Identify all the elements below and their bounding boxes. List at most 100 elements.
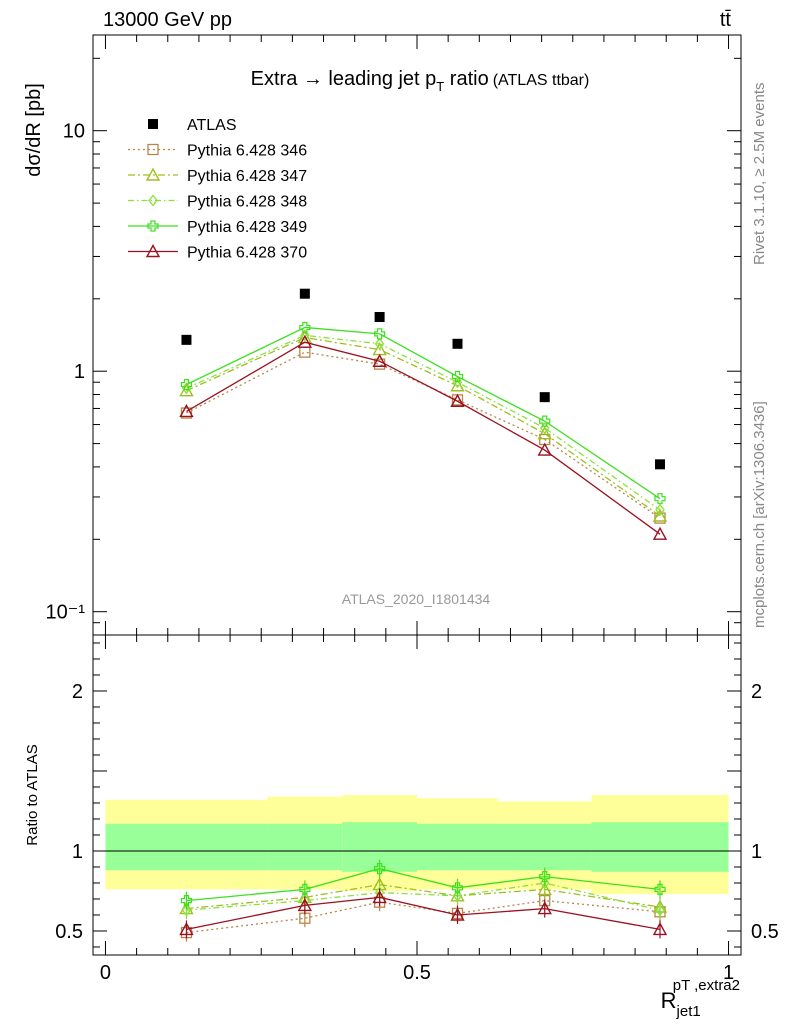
marker-triangle <box>450 393 465 407</box>
marker-diamond <box>655 503 665 516</box>
marker-triangle <box>297 897 313 912</box>
x-tick-label: 1 <box>723 962 734 984</box>
ratio-data-point <box>180 894 193 907</box>
ratio-series-3 <box>180 859 666 910</box>
ratio-stat-band-1 <box>267 823 343 871</box>
legend-label: Pythia 6.428 349 <box>187 219 307 236</box>
main-data-point <box>374 337 385 350</box>
main-data-point <box>655 503 665 516</box>
marker-diamond <box>452 889 463 902</box>
marker-cross <box>539 415 551 427</box>
marker-triangle <box>179 921 194 936</box>
x-tick-label: 0.5 <box>403 962 431 984</box>
ratio-y-tick-label-right: 0.5 <box>751 921 779 943</box>
ratio-series <box>179 859 668 942</box>
analysis-watermark: ATLAS_2020_I1801434 <box>342 591 491 607</box>
header-left-label: 13000 GeV pp <box>103 9 232 31</box>
marker-square <box>147 143 159 156</box>
legend-label: Pythia 6.428 346 <box>187 143 307 160</box>
marker-cross <box>451 370 464 383</box>
marker-triangle <box>372 353 387 367</box>
ratio-y-tick-label-right: 1 <box>751 841 762 863</box>
ratio-data-point <box>539 876 550 890</box>
ratio-y-tick-label-left: 2 <box>72 681 83 703</box>
ratio-data-point <box>179 921 194 936</box>
main-data-point <box>537 426 552 440</box>
ratio-data-point <box>450 907 465 921</box>
marker-triangle <box>652 508 668 522</box>
main-data-point <box>299 321 311 334</box>
legend-entry-1: Pythia 6.428 346 <box>128 143 307 160</box>
ratio-stat-band-0 <box>105 823 268 871</box>
main-y-tick-label: 10 <box>63 121 85 143</box>
marker-diamond <box>148 194 158 207</box>
ratio-data-point <box>181 904 192 917</box>
legend-label: ATLAS <box>187 117 237 134</box>
main-data-point <box>537 442 552 456</box>
marker-square <box>181 334 192 345</box>
main-data-point <box>452 376 463 389</box>
ratio-series-line <box>186 867 661 902</box>
marker-cross <box>374 862 386 875</box>
main-data-point <box>539 392 550 403</box>
marker-cross <box>180 378 193 391</box>
marker-triangle <box>652 526 668 540</box>
main-data-point <box>539 422 550 435</box>
main-data-point <box>652 526 668 540</box>
legend: ATLAS Pythia 6.428 346 Pythia 6.428 347 Pyt… <box>128 117 307 262</box>
main-series-line <box>186 341 661 535</box>
ratio-data-point <box>452 889 463 902</box>
main-series-line <box>186 326 661 500</box>
x-axis-label: Rjet1pT ,extra2 <box>661 977 740 1020</box>
legend-label: Pythia 6.428 370 <box>187 245 307 262</box>
marker-triangle <box>179 404 194 418</box>
legend-entry-3: Pythia 6.428 348 <box>128 194 307 211</box>
marker-diamond <box>539 422 550 435</box>
marker-triangle <box>652 921 668 936</box>
main-series-4 <box>180 321 666 505</box>
marker-triangle <box>372 889 387 904</box>
marker-triangle <box>537 426 552 440</box>
main-data-point <box>372 353 387 367</box>
marker-square <box>180 407 193 419</box>
ratio-series-4 <box>179 888 668 939</box>
marker-diamond <box>300 329 310 342</box>
marker-triangle <box>450 378 465 392</box>
main-series <box>179 288 668 540</box>
ratio-data-point <box>539 870 551 883</box>
marker-cross <box>180 894 193 907</box>
marker-square <box>539 392 550 403</box>
ratio-y-tick-label-left: 1 <box>72 841 83 863</box>
main-data-point <box>374 328 386 340</box>
legend-marker <box>148 194 158 207</box>
ratio-stat-band-4 <box>498 823 592 871</box>
main-data-point <box>652 508 668 522</box>
marker-diamond <box>655 904 665 917</box>
main-series-line <box>186 351 661 519</box>
ratio-data-point <box>374 862 386 875</box>
main-data-point <box>297 334 313 348</box>
main-data-point <box>450 393 465 407</box>
ratio-data-point <box>297 897 313 912</box>
marker-square <box>655 459 665 470</box>
main-data-point <box>180 378 193 391</box>
marker-diamond <box>181 904 192 917</box>
main-y-axis-label: dσ/dR [pb] <box>23 83 45 177</box>
marker-square <box>148 119 158 129</box>
main-data-point <box>179 404 194 418</box>
main-series-5 <box>179 334 668 540</box>
plot-title: Extra → leading jet pT ratio (ATLAS ttbar… <box>251 68 590 94</box>
ratio-series-line <box>186 899 661 934</box>
main-series-2 <box>179 330 668 522</box>
ratio-series-line <box>186 882 661 911</box>
main-series-line <box>186 336 661 517</box>
ratio-series-line <box>186 896 661 931</box>
marker-triangle <box>145 244 161 258</box>
ratio-data-point <box>654 883 666 896</box>
marker-triangle <box>537 442 552 456</box>
main-data-point <box>374 312 385 323</box>
marker-cross <box>299 883 311 896</box>
main-series-1 <box>180 346 666 524</box>
legend-entry-0: ATLAS <box>148 117 237 134</box>
legend-marker <box>148 119 158 129</box>
